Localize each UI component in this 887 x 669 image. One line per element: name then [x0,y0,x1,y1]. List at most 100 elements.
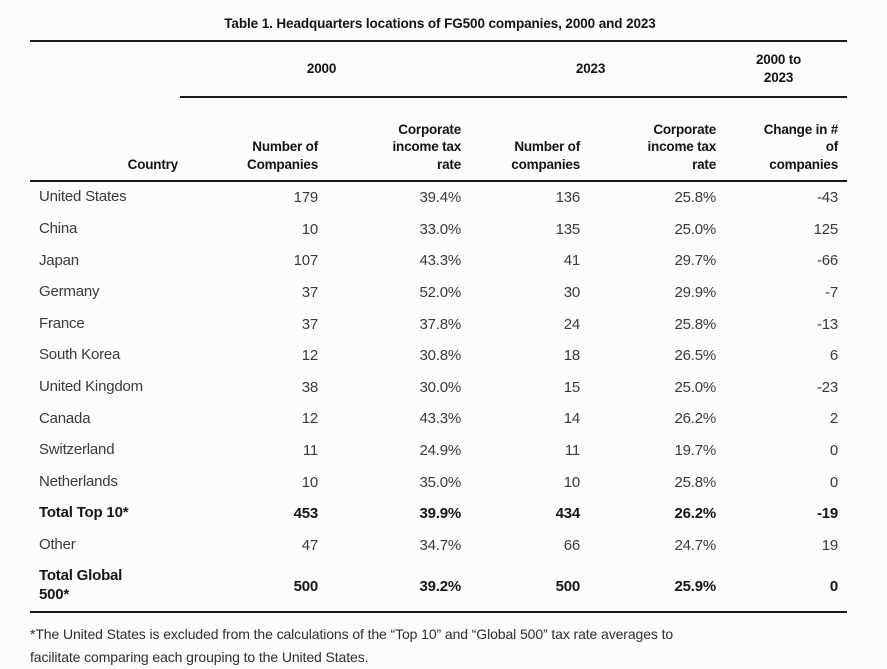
cell-country: Japan [39,251,79,269]
cell-t2023: 26.2% [674,410,717,428]
table-row-south-korea: South Korea 12 30.8% 18 26.5% 6 [30,340,847,372]
cell-n2023: 10 [563,473,581,491]
cell-n2023: 11 [564,442,581,460]
cell-t2000: 39.4% [419,189,462,207]
cell-change: 0 [829,473,839,491]
column-header-row: Country Number of Companies Corporate in… [30,97,848,182]
cell-n2023: 66 [563,536,581,554]
data-table: 2000 2023 2000 to 2023 Country Number of… [30,40,848,614]
cell-t2023: 26.5% [674,347,717,365]
cell-country: Switzerland [39,441,115,459]
cell-n2023: 500 [463,561,583,614]
cell-country: France [39,314,85,332]
cell-country: Netherlands [39,472,118,490]
cell-t2023: 24.7% [674,536,717,554]
cell-change: 125 [813,220,839,238]
cell-t2000: 33.0% [419,220,462,238]
cell-t2023: 25.0% [674,220,717,238]
cell-country: Canada [39,409,91,427]
year-group-2023: 2023 [463,41,719,98]
footnote: *The United States is excluded from the … [30,626,674,665]
year-group-row: 2000 2023 2000 to 2023 [30,41,848,98]
cell-change: -19 [816,505,839,523]
cell-t2000: 30.0% [419,378,462,396]
cell-n2000: 37 [301,315,318,333]
col-header-tax-rate-2023: Corporate income tax rate [582,97,719,182]
cell-n2000: 37 [301,284,318,302]
cell-change: 6 [829,347,839,365]
cell-t2023: 19.7% [674,442,717,460]
cell-n2023: 24 [563,315,581,333]
col-header-num-companies-2023: Number of companies [463,97,583,182]
table-row-france: France 37 37.8% 24 25.8% -13 [30,308,847,340]
cell-n2000: 500 [180,561,320,614]
cell-n2000: 38 [301,378,318,396]
table-row-other: Other 47 34.7% 66 24.7% 19 [30,530,847,562]
col-header-tax-rate-2000: Corporate income tax rate [320,97,464,182]
year-group-2000: 2000 [180,41,464,98]
cell-change: 0 [718,561,848,614]
cell-t2000: 43.3% [419,410,462,428]
cell-n2000: 10 [301,473,318,491]
cell-t2000: 34.7% [419,536,462,554]
cell-n2023: 15 [563,378,581,396]
cell-n2000: 10 [301,220,318,238]
cell-country: Total Global 500* [30,561,180,614]
cell-t2023: 25.8% [674,189,717,207]
cell-change: -66 [816,252,839,270]
cell-n2000: 12 [301,410,318,428]
cell-country: South Korea [39,346,121,364]
cell-n2023: 434 [555,505,581,523]
cell-change: 19 [821,536,839,554]
cell-n2023: 135 [555,220,581,238]
cell-t2000: 37.8% [419,315,462,333]
cell-country: China [39,220,78,238]
table-row-japan: Japan 107 43.3% 41 29.7% -66 [30,245,847,277]
cell-n2000: 12 [301,347,318,365]
cell-t2023: 25.8% [674,315,717,333]
cell-change: -7 [825,284,839,302]
cell-n2000: 11 [302,442,318,460]
cell-t2000: 35.0% [419,473,462,491]
table-row-united-kingdom: United Kingdom 38 30.0% 15 25.0% -23 [30,372,847,404]
cell-t2023: 25.0% [674,378,717,396]
cell-change: 0 [829,442,839,460]
table-row-united-states: United States 179 39.4% 136 25.8% -43 [30,181,847,214]
cell-change: -13 [816,315,839,333]
table-figure: Table 1. Headquarters locations of FG500… [30,16,850,668]
cell-country: Total Top 10* [39,504,129,522]
cell-t2000: 30.8% [419,347,462,365]
cell-t2023: 26.2% [674,505,717,523]
col-header-change: Change in # of companies [718,97,848,182]
year-group-2000-to-2023: 2000 to 2023 [718,41,848,98]
table-row-germany: Germany 37 52.0% 30 29.9% -7 [30,277,847,309]
cell-t2000: 24.9% [419,442,462,460]
cell-country: United Kingdom [39,377,143,395]
col-header-country: Country [30,97,180,182]
table-row-total-top-10: Total Top 10* 453 39.9% 434 26.2% -19 [30,498,847,530]
cell-t2000: 43.3% [419,252,462,270]
cell-n2000: 107 [293,252,319,270]
table-row-netherlands: Netherlands 10 35.0% 10 25.8% 0 [30,466,847,498]
table-title: Table 1. Headquarters locations of FG500… [224,16,656,31]
table-row-canada: Canada 12 43.3% 14 26.2% 2 [30,403,847,435]
cell-t2000: 39.9% [419,505,462,523]
cell-n2023: 136 [555,189,581,207]
cell-country: Germany [39,283,100,301]
cell-t2023: 29.9% [674,284,717,302]
table-row-china: China 10 33.0% 135 25.0% 125 [30,214,847,246]
cell-n2023: 30 [563,284,581,302]
cell-country: United States [39,188,127,206]
cell-country: Other [39,535,76,553]
cell-t2023: 29.7% [674,252,717,270]
cell-n2023: 41 [563,252,581,270]
table-row-switzerland: Switzerland 11 24.9% 11 19.7% 0 [30,435,847,467]
cell-n2000: 47 [301,536,318,554]
cell-t2000: 52.0% [419,284,462,302]
cell-t2023: 25.9% [582,561,719,614]
col-header-num-companies-2000: Number of Companies [180,97,320,182]
cell-n2000: 453 [293,505,319,523]
cell-n2023: 18 [563,347,581,365]
cell-change: 2 [829,410,839,428]
cell-t2000: 39.2% [320,561,464,614]
